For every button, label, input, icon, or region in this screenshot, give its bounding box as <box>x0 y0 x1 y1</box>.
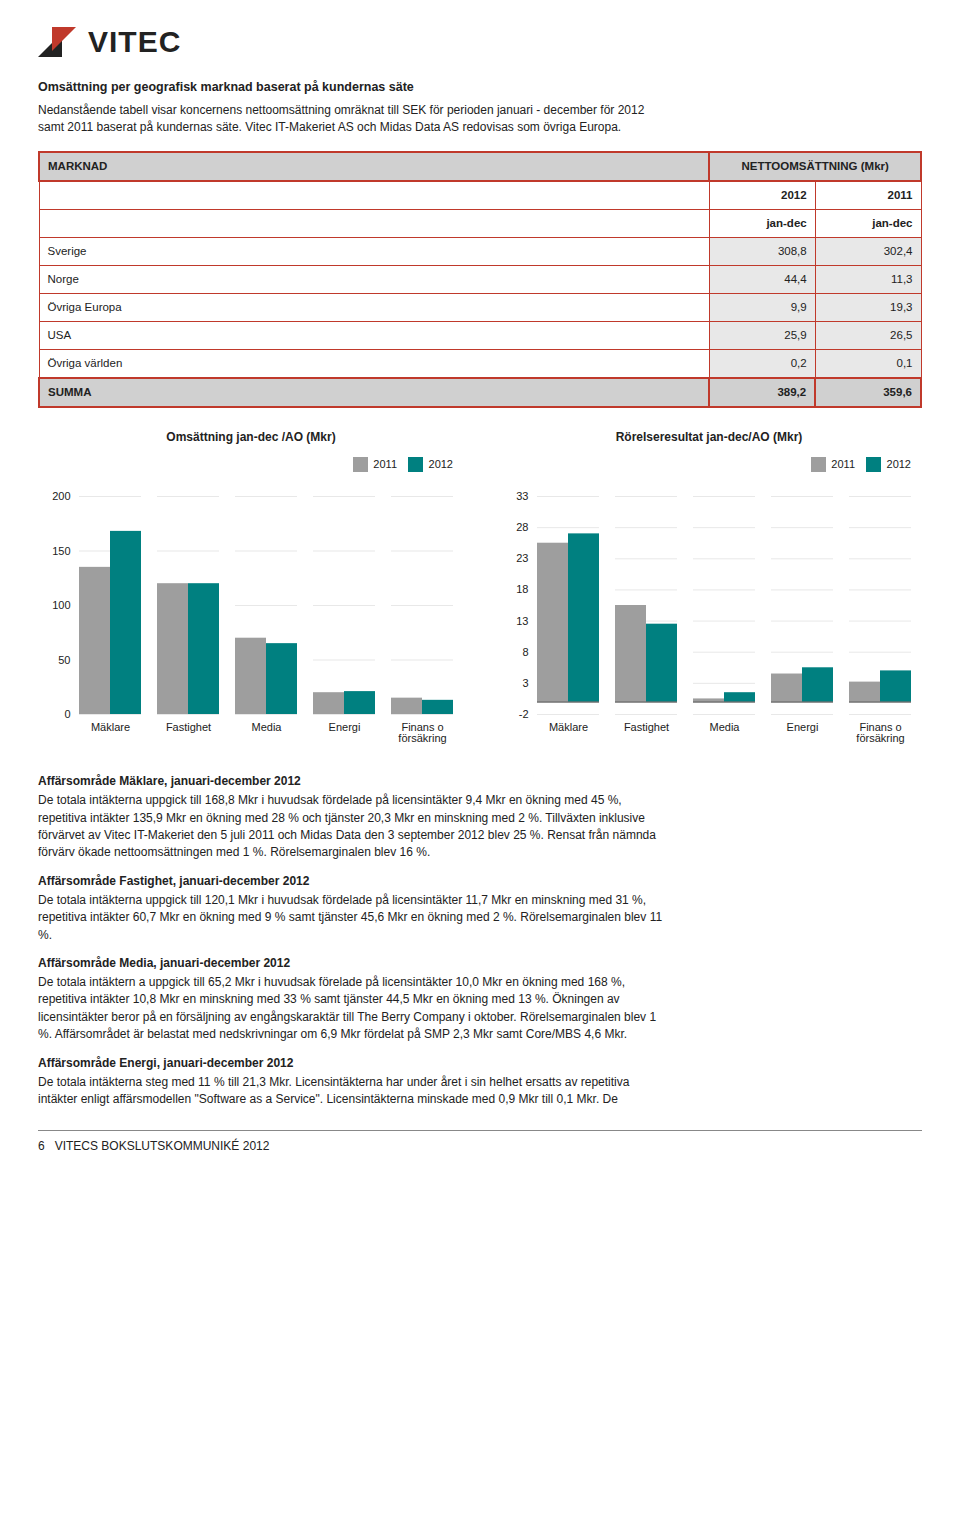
html-text:Övriga Europa: Övriga Europa <box>47 301 122 314</box>
html-text:2011: 2011 <box>373 458 397 471</box>
html-text:308,8: 308,8 <box>777 245 807 258</box>
html-text:2012: 2012 <box>886 458 911 471</box>
html-text:19,3: 19,3 <box>890 301 913 314</box>
html-text:2012: 2012 <box>781 189 807 202</box>
svg-text:Fastighet: Fastighet <box>166 722 211 734</box>
svg-text:Mäklare: Mäklare <box>549 722 588 734</box>
html-text:Affärsområde Energi, januari-d: Affärsområde Energi, januari-december 20… <box>38 1055 294 1070</box>
svg-text:100: 100 <box>52 599 70 611</box>
html-text:302,4: 302,4 <box>883 245 913 258</box>
html-text:9,9: 9,9 <box>790 301 807 314</box>
html-text:25,9: 25,9 <box>784 329 807 342</box>
html-text:Affärsområde Mäklare, januari-: Affärsområde Mäklare, januari-december 2… <box>38 774 301 789</box>
html-text:Rörelseresultat jan-dec/AO (Mk: Rörelseresultat jan-dec/AO (Mkr) <box>615 429 803 444</box>
html-text:De totala intäkterna uppgick t: De totala intäkterna uppgick till 168,8 … <box>38 793 656 860</box>
html-text:jan-dec: jan-dec <box>872 217 913 230</box>
svg-text:Energi: Energi <box>329 722 361 734</box>
svg-text:23: 23 <box>516 553 528 565</box>
html-text:26,5: 26,5 <box>890 329 913 342</box>
html-text:0,2: 0,2 <box>790 357 807 370</box>
html-text:0,1: 0,1 <box>896 357 913 370</box>
html-text:VITEC: VITEC <box>88 25 182 58</box>
html-text:Omsättning per geografisk mark: Omsättning per geografisk marknad basera… <box>38 80 414 94</box>
html-text:De totala intäkterna steg med: De totala intäkterna steg med 11 % till … <box>38 1074 630 1106</box>
svg-text:18: 18 <box>516 584 528 596</box>
html-text:Affärsområde Fastighet, januar: Affärsområde Fastighet, januari-december… <box>38 873 310 888</box>
svg-text:33: 33 <box>516 490 528 502</box>
html-text:MARKNAD: MARKNAD <box>48 160 108 173</box>
svg-text:Media: Media <box>710 722 741 734</box>
html-text:Övriga världen: Övriga världen <box>47 357 123 370</box>
html-text:Nedanstående tabell visar konc: Nedanstående tabell visar koncernens net… <box>38 103 645 135</box>
html-text:SUMMA: SUMMA <box>48 386 92 399</box>
svg-text:Mäklare: Mäklare <box>91 722 130 734</box>
svg-text:Finans oförsäkring: Finans oförsäkring <box>398 722 446 745</box>
html-text:2011: 2011 <box>831 458 855 471</box>
html-text:11,3: 11,3 <box>891 273 913 286</box>
svg-text:50: 50 <box>58 654 70 666</box>
html-text:De totala intäktern a uppgick: De totala intäktern a uppgick till 65,2 … <box>38 975 657 1042</box>
svg-text:Fastighet: Fastighet <box>624 722 669 734</box>
svg-text:150: 150 <box>52 545 70 557</box>
svg-text:200: 200 <box>52 490 70 502</box>
svg-text:Media: Media <box>252 722 283 734</box>
html-text:Affärsområde Media, januari-de: Affärsområde Media, januari-december 201… <box>38 956 291 970</box>
svg-text:0: 0 <box>64 708 70 720</box>
svg-text:8: 8 <box>522 646 528 658</box>
html-text:jan-dec: jan-dec <box>766 217 807 230</box>
html-text:Norge: Norge <box>47 273 79 286</box>
svg-text:28: 28 <box>516 521 528 533</box>
html-text:NETTOOMSÄTTNING (Mkr): NETTOOMSÄTTNING (Mkr) <box>741 160 889 173</box>
html-text:2011: 2011 <box>887 189 913 202</box>
html-text:USA: USA <box>47 329 72 342</box>
svg-text:Energi: Energi <box>787 722 819 734</box>
html-text:389,2: 389,2 <box>777 386 807 399</box>
html-text:6 VITECS BOKSLUTSKOMMUNIKÉ 201: 6 VITECS BOKSLUTSKOMMUNIKÉ 2012 <box>38 1139 270 1154</box>
svg-text:13: 13 <box>516 615 528 627</box>
html-text:De totala intäkterna uppgick t: De totala intäkterna uppgick till 120,1 … <box>38 892 663 942</box>
html-text:Omsättning jan-dec /AO (Mkr): Omsättning jan-dec /AO (Mkr) <box>166 429 336 444</box>
svg-text:3: 3 <box>522 677 528 689</box>
html-text:44,4: 44,4 <box>784 273 807 286</box>
html-text:359,6: 359,6 <box>883 386 912 399</box>
html-text:Sverige: Sverige <box>47 245 87 258</box>
svg-text:Finans oförsäkring: Finans oförsäkring <box>856 722 904 745</box>
svg-text:-2: -2 <box>519 708 529 720</box>
html-text:2012: 2012 <box>428 458 453 471</box>
